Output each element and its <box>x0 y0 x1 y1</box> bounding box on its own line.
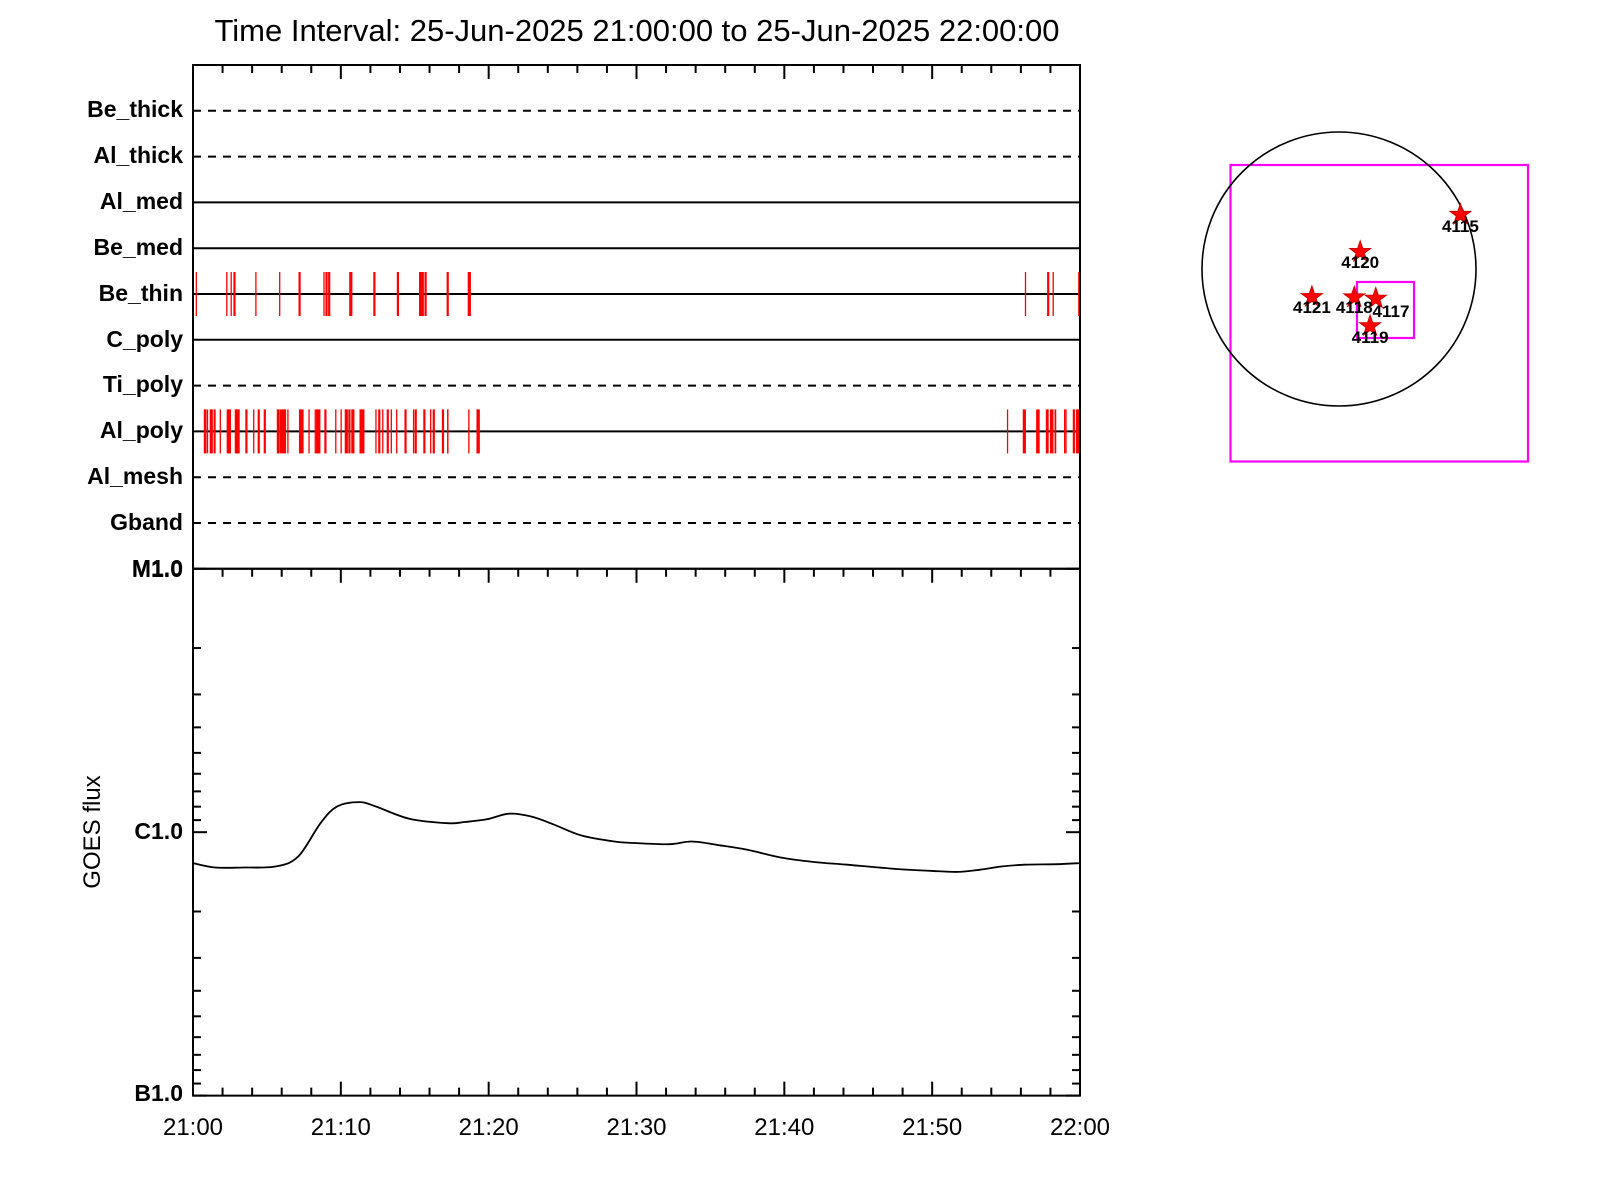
svg-text:21:20: 21:20 <box>459 1114 519 1141</box>
svg-text:Be_thick: Be_thick <box>87 96 183 122</box>
svg-text:Be_thin: Be_thin <box>99 280 183 306</box>
svg-text:Al_mesh: Al_mesh <box>87 463 183 489</box>
svg-text:4119: 4119 <box>1352 328 1389 347</box>
svg-text:C1.0: C1.0 <box>134 818 183 844</box>
svg-text:C_poly: C_poly <box>106 326 183 352</box>
svg-text:21:00: 21:00 <box>163 1114 223 1141</box>
svg-text:4118: 4118 <box>1336 298 1373 317</box>
svg-text:21:50: 21:50 <box>902 1114 962 1141</box>
svg-text:GOES flux: GOES flux <box>79 775 106 888</box>
svg-text:Gband: Gband <box>110 509 183 535</box>
svg-text:22:00: 22:00 <box>1050 1114 1110 1141</box>
svg-text:21:10: 21:10 <box>311 1114 371 1141</box>
svg-text:4121: 4121 <box>1293 298 1331 317</box>
svg-text:Al_poly: Al_poly <box>100 417 183 443</box>
svg-text:B1.0: B1.0 <box>134 1080 183 1106</box>
svg-text:21:30: 21:30 <box>606 1114 666 1141</box>
svg-text:Be_med: Be_med <box>94 234 183 260</box>
svg-text:M1.0: M1.0 <box>132 556 183 582</box>
svg-text:4120: 4120 <box>1341 253 1379 272</box>
svg-text:4117: 4117 <box>1373 302 1410 321</box>
svg-text:Ti_poly: Ti_poly <box>103 371 183 397</box>
svg-text:4115: 4115 <box>1442 217 1479 236</box>
svg-text:Al_thick: Al_thick <box>94 142 184 168</box>
svg-text:Al_med: Al_med <box>100 188 183 214</box>
svg-text:Time Interval: 25-Jun-2025 21:: Time Interval: 25-Jun-2025 21:00:00 to 2… <box>214 13 1059 48</box>
svg-text:21:40: 21:40 <box>754 1114 814 1141</box>
